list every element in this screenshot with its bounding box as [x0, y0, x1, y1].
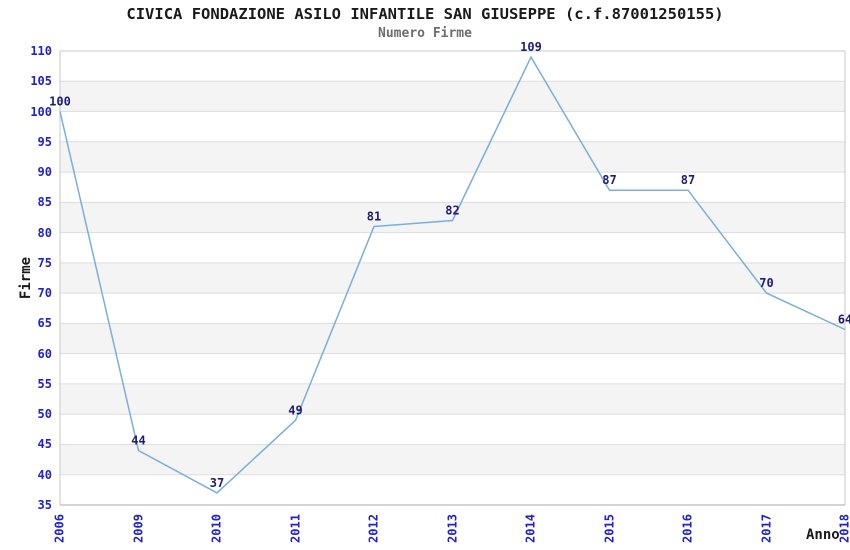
- y-tick-label: 110: [30, 44, 52, 58]
- chart-subtitle: Numero Firme: [378, 26, 472, 41]
- x-tick-label: 2015: [602, 514, 616, 543]
- x-tick-label: 2013: [445, 514, 459, 543]
- y-tick-label: 95: [37, 134, 52, 149]
- y-tick-label: 105: [30, 74, 52, 89]
- data-point-label: 81: [367, 210, 381, 224]
- data-point-label: 37: [210, 476, 224, 490]
- data-point-label: 49: [288, 403, 302, 417]
- y-tick-label: 65: [37, 316, 52, 331]
- y-tick-label: 85: [37, 195, 52, 210]
- grid-band: [60, 262, 845, 294]
- data-point-label: 109: [520, 40, 542, 54]
- y-tick-label: 60: [37, 346, 52, 361]
- data-point-label: 100: [49, 95, 71, 109]
- y-tick-label: 75: [37, 255, 52, 270]
- series-line: [59, 55, 846, 494]
- y-tick-label: 90: [37, 165, 52, 180]
- y-tick-label: 70: [37, 286, 52, 301]
- grid-band: [60, 383, 845, 415]
- grid-band: [60, 81, 845, 112]
- data-point-label: 44: [131, 434, 145, 448]
- y-tick-label: 100: [30, 104, 52, 119]
- x-tick-label: 2010: [209, 514, 224, 543]
- x-axis-title: Anno: [806, 527, 840, 543]
- y-tick-label: 80: [37, 225, 52, 240]
- x-tick-label: 2016: [680, 514, 695, 543]
- x-tick-label: 2006: [52, 514, 67, 543]
- grid-band: [60, 323, 845, 354]
- y-tick-label: 55: [37, 376, 52, 391]
- y-tick-label: 40: [37, 467, 52, 482]
- y-tick-label: 45: [37, 437, 52, 452]
- grid-band: [60, 141, 845, 173]
- data-point-label: 64: [838, 313, 850, 327]
- data-point-label: 87: [602, 173, 616, 187]
- data-point-label: 87: [681, 173, 695, 187]
- data-point-label: 70: [759, 276, 773, 290]
- x-tick-label: 2011: [288, 514, 302, 543]
- y-tick-label: 50: [37, 407, 52, 422]
- y-axis-title: Firme: [18, 256, 34, 300]
- x-tick-label: 2017: [759, 514, 773, 543]
- grid-band: [60, 202, 845, 233]
- x-tick-label: 2014: [523, 514, 538, 543]
- y-tick-label: 35: [37, 498, 52, 512]
- x-tick-label: 2009: [131, 514, 145, 543]
- grid-band: [60, 444, 845, 475]
- data-point-label: 82: [445, 204, 459, 218]
- x-tick-label: 2012: [366, 514, 381, 543]
- chart-title: CIVICA FONDAZIONE ASILO INFANTILE SAN GI…: [126, 5, 724, 23]
